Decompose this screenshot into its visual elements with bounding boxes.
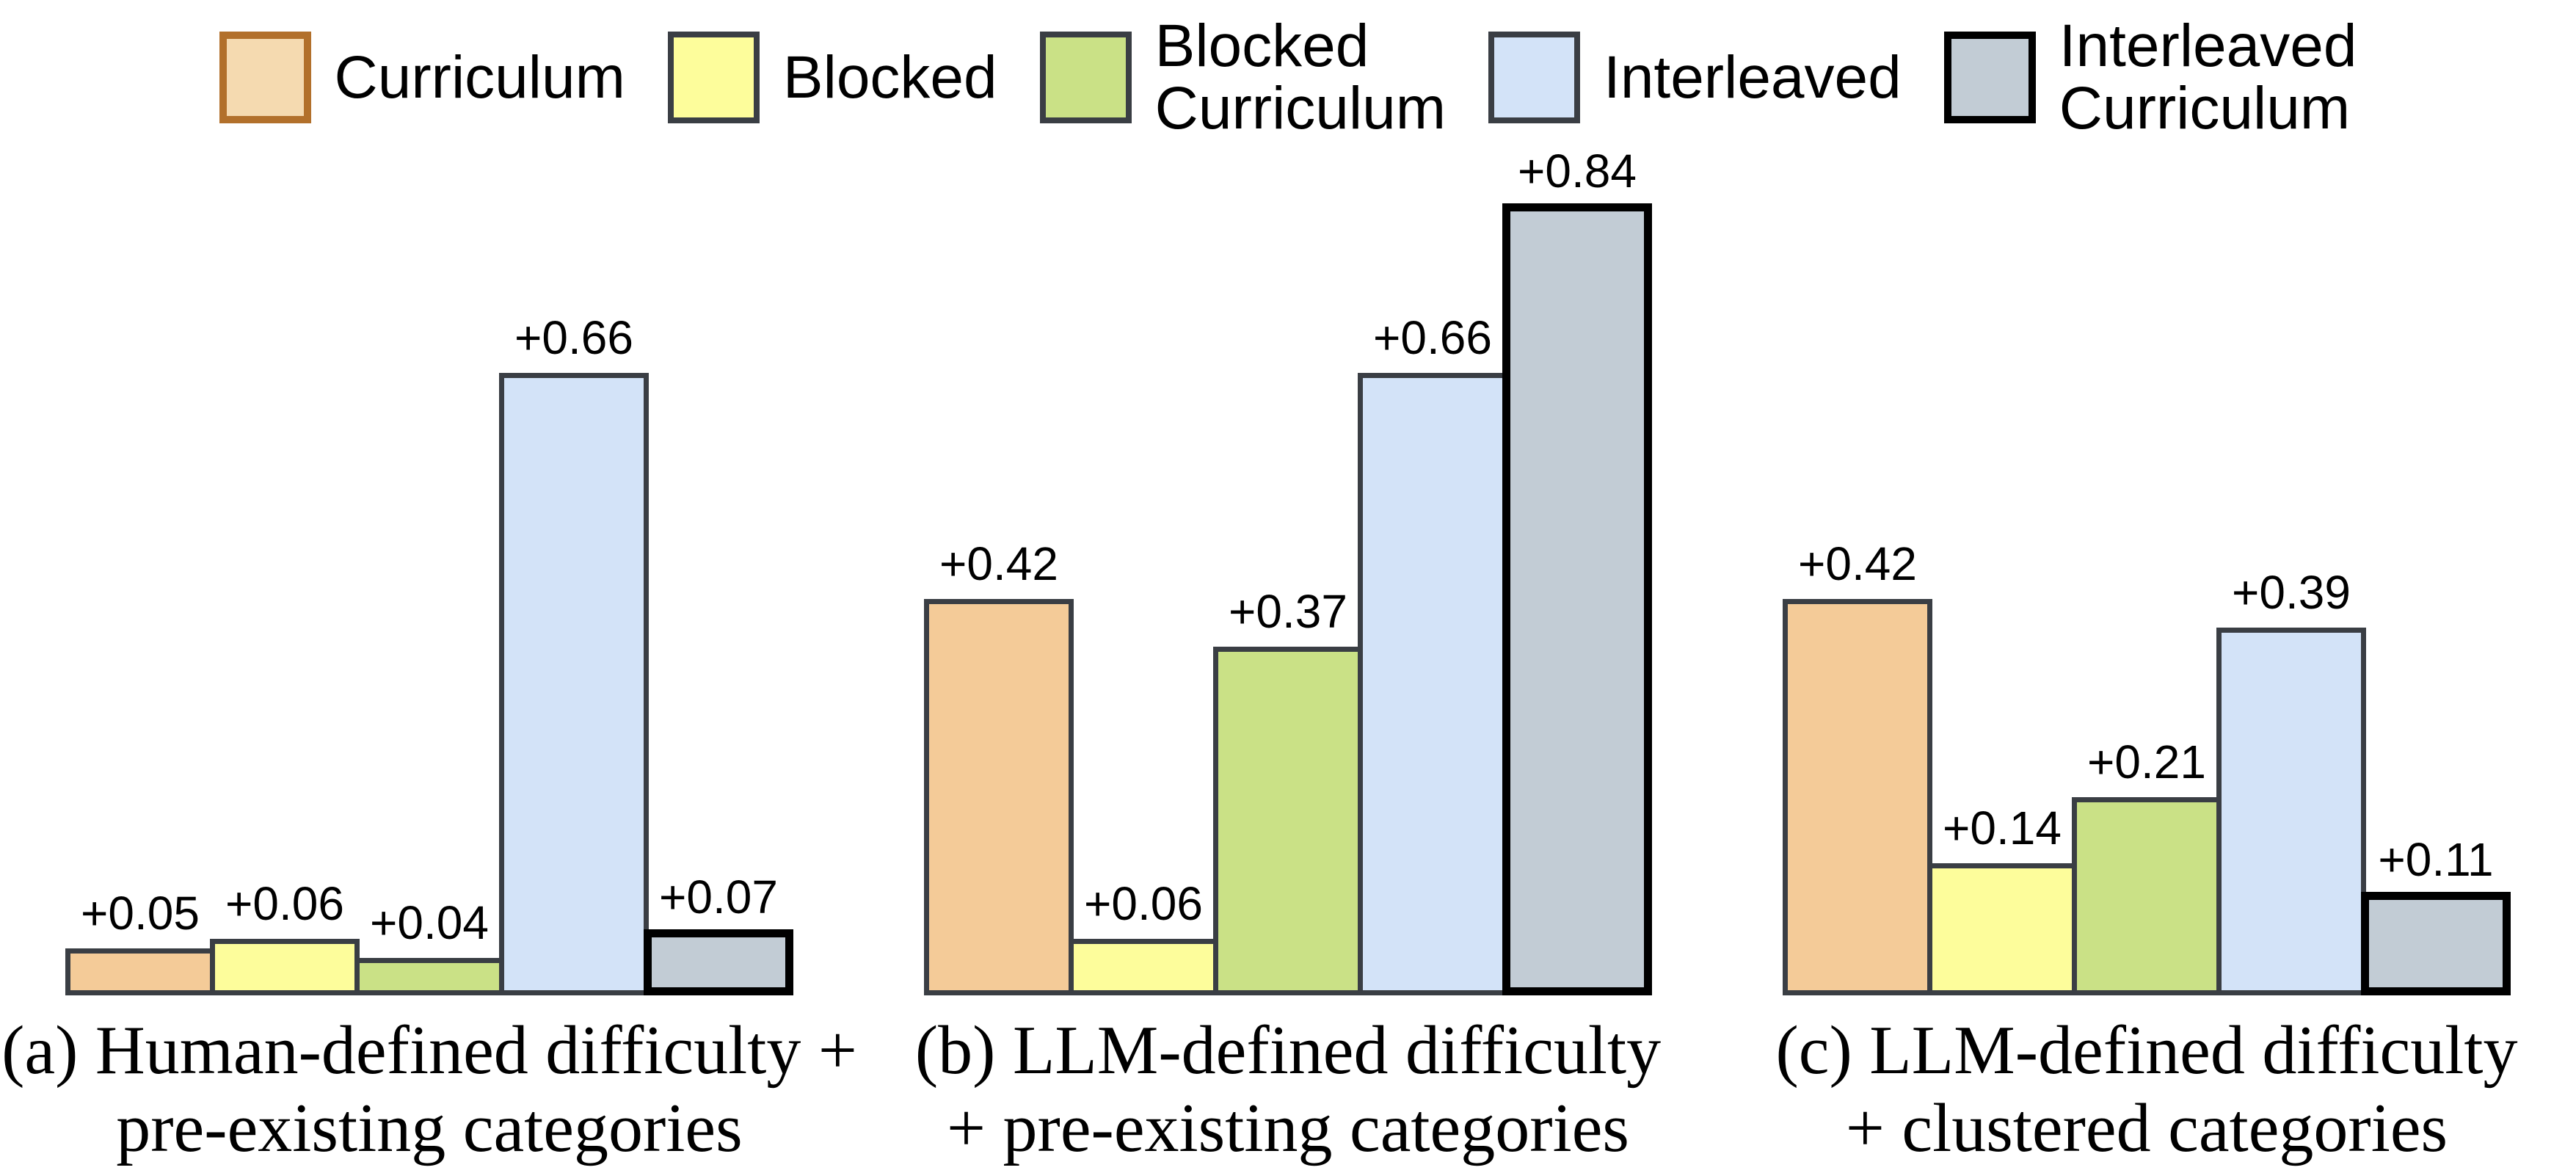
legend-swatch-blocked-curriculum — [1039, 31, 1132, 123]
bar-value-label: +0.42 — [1798, 537, 1917, 590]
bar-curriculum: +0.42 — [1783, 537, 1932, 995]
bar-value-label: +0.21 — [2087, 736, 2206, 788]
bar-blocked-curriculum: +0.37 — [1213, 585, 1363, 995]
bar-interleaved-curriculum: +0.07 — [644, 871, 793, 995]
bar-value-label: +0.06 — [1084, 877, 1203, 930]
legend-item-blocked-curriculum: Blocked Curriculum — [1039, 12, 1447, 142]
bar-value-label: +0.05 — [81, 887, 200, 940]
bar-value-label: +0.37 — [1229, 585, 1347, 638]
legend-label: Interleaved Curriculum — [2059, 12, 2357, 142]
bar-blocked: +0.06 — [210, 877, 360, 995]
chart-caption: (c) LLM-defined difficulty + clustered c… — [1775, 1012, 2518, 1166]
chart-c: +0.42 +0.14 +0.21 +0.39 +0.11 (c) LLM-define… — [1717, 0, 2576, 1173]
bar-blocked: +0.06 — [1069, 877, 1218, 995]
bar-interleaved: +0.39 — [2216, 566, 2366, 995]
legend-label: Blocked — [782, 43, 997, 111]
legend-label: Interleaved — [1604, 43, 1902, 111]
bar-value-label: +0.14 — [1943, 802, 2062, 854]
legend-label: Curriculum — [334, 43, 625, 111]
bar-curriculum: +0.42 — [924, 537, 1074, 995]
bar-blocked-curriculum: +0.04 — [354, 896, 504, 995]
bar-blocked-curriculum: +0.21 — [2072, 736, 2222, 995]
chart-legend: Curriculum Blocked Blocked Curriculum Inter… — [0, 15, 2576, 140]
bar-group: +0.05 +0.06 +0.04 +0.66 +0.07 — [65, 311, 793, 995]
chart-caption: (b) LLM-defined difficulty + pre-existin… — [914, 1012, 1662, 1166]
legend-swatch-blocked — [667, 31, 760, 123]
bar-value-label: +0.66 — [1373, 311, 1492, 364]
bar-curriculum: +0.05 — [65, 887, 215, 995]
legend-swatch-curriculum — [219, 31, 311, 123]
legend-swatch-interleaved — [1488, 31, 1581, 123]
bar-value-label: +0.66 — [514, 311, 633, 364]
bar-interleaved-curriculum: +0.84 — [1502, 145, 1652, 995]
bar-interleaved-curriculum: +0.11 — [2361, 833, 2511, 995]
chart-caption: (a) Human-defined difficulty + pre-exist… — [1, 1012, 857, 1166]
bar-group: +0.42 +0.06 +0.37 +0.66 +0.84 — [924, 145, 1652, 995]
legend-label: Blocked Curriculum — [1154, 12, 1447, 142]
chart-b: +0.42 +0.06 +0.37 +0.66 +0.84 (b) LLM-define… — [859, 0, 1717, 1173]
bar-value-label: +0.42 — [939, 537, 1058, 590]
bar-interleaved: +0.66 — [1358, 311, 1507, 995]
bar-value-label: +0.84 — [1518, 145, 1637, 197]
bar-value-label: +0.07 — [659, 871, 778, 923]
bar-blocked: +0.14 — [1927, 802, 2077, 995]
chart-a: +0.05 +0.06 +0.04 +0.66 +0.07 (a) Human-defi… — [0, 0, 859, 1173]
bar-value-label: +0.39 — [2232, 566, 2351, 619]
bar-interleaved: +0.66 — [499, 311, 649, 995]
bar-group: +0.42 +0.14 +0.21 +0.39 +0.11 — [1783, 537, 2511, 995]
legend-item-curriculum: Curriculum — [219, 31, 625, 123]
bar-value-label: +0.04 — [370, 896, 489, 949]
legend-item-interleaved-curriculum: Interleaved Curriculum — [1943, 12, 2357, 142]
legend-item-interleaved: Interleaved — [1488, 31, 1902, 123]
legend-item-blocked: Blocked — [667, 31, 997, 123]
legend-swatch-interleaved-curriculum — [1943, 31, 2036, 123]
bar-value-label: +0.06 — [225, 877, 344, 930]
bar-value-label: +0.11 — [2378, 833, 2494, 886]
